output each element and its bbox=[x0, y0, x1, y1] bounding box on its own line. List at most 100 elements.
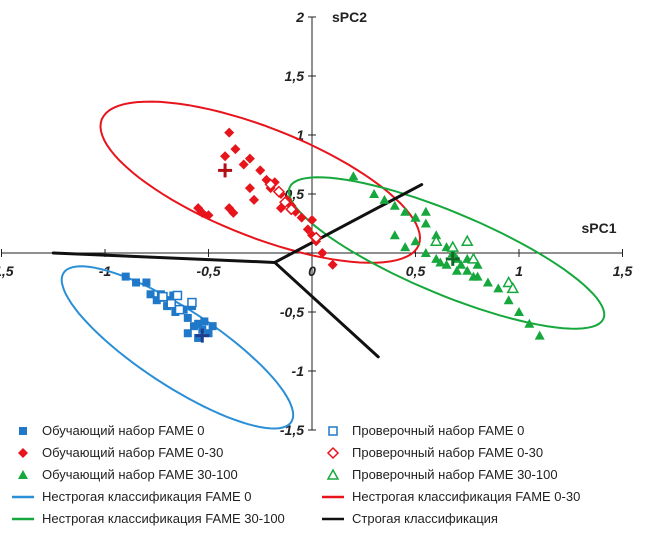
data-point bbox=[389, 230, 400, 240]
series-group bbox=[348, 171, 545, 340]
data-point bbox=[400, 206, 411, 216]
data-point bbox=[482, 277, 493, 287]
series-group bbox=[429, 234, 520, 294]
data-point bbox=[187, 297, 197, 308]
legend-marker bbox=[18, 447, 28, 458]
data-point bbox=[493, 283, 504, 293]
series-group bbox=[264, 178, 323, 244]
legend-marker bbox=[326, 446, 340, 459]
data-point bbox=[249, 194, 260, 205]
data-point bbox=[203, 210, 214, 221]
legend-symbol bbox=[328, 425, 338, 436]
data-point bbox=[166, 298, 176, 309]
x-tick-label: -1,5 bbox=[0, 263, 14, 279]
data-point bbox=[200, 317, 209, 326]
x-tick-label: 1,5 bbox=[613, 263, 633, 279]
data-point bbox=[410, 212, 421, 222]
data-point bbox=[420, 248, 431, 257]
data-point bbox=[420, 206, 431, 216]
legend-item: Обучающий набор FAME 0 bbox=[10, 421, 205, 440]
series-group bbox=[158, 290, 197, 315]
data-point bbox=[244, 183, 255, 194]
data-point bbox=[285, 203, 298, 216]
legend-marker bbox=[18, 469, 28, 479]
data-point bbox=[524, 318, 535, 328]
data-point bbox=[506, 281, 520, 294]
data-point bbox=[228, 207, 239, 218]
data-point bbox=[472, 259, 483, 269]
data-point bbox=[327, 259, 338, 270]
legend-item: Проверочный набор FAME 0-30 bbox=[320, 443, 543, 462]
data-point bbox=[220, 151, 231, 162]
legend-item: Обучающий набор FAME 0-30 bbox=[10, 443, 223, 462]
y-tick-label: 1,5 bbox=[285, 68, 305, 84]
data-point bbox=[451, 265, 462, 275]
data-point bbox=[204, 329, 213, 338]
data-point bbox=[503, 295, 514, 305]
data-point bbox=[379, 194, 390, 204]
data-point bbox=[279, 196, 292, 209]
data-point bbox=[514, 307, 524, 316]
y-tick-label: -0,5 bbox=[280, 304, 304, 320]
x-axis-title: sPC1 bbox=[581, 220, 616, 236]
data-point bbox=[472, 271, 483, 281]
data-point bbox=[190, 322, 199, 331]
data-point bbox=[441, 259, 452, 269]
legend-label: Нестрогая классификация FAME 0 bbox=[42, 489, 252, 504]
legend: Обучающий набор FAME 0 Проверочный набор … bbox=[10, 421, 642, 535]
y-tick-label: -1 bbox=[292, 363, 305, 379]
legend-symbol bbox=[12, 517, 34, 520]
data-point bbox=[183, 313, 192, 322]
legend-item: Проверочный набор FAME 0 bbox=[320, 421, 524, 440]
y-axis-title: sPC2 bbox=[332, 9, 367, 25]
strict-classification-line bbox=[273, 260, 380, 359]
legend-label: Нестрогая классификация FAME 0-30 bbox=[352, 489, 581, 504]
legend-symbol bbox=[12, 495, 34, 498]
data-point bbox=[429, 234, 443, 246]
data-point bbox=[348, 171, 359, 181]
legend-item: Нестрогая классификация FAME 30-100 bbox=[10, 509, 285, 528]
centroid-marker bbox=[445, 251, 460, 266]
legend-marker bbox=[326, 467, 340, 480]
data-point bbox=[272, 185, 285, 198]
data-point bbox=[224, 127, 235, 138]
data-point bbox=[310, 231, 323, 244]
data-point bbox=[467, 252, 480, 264]
data-point bbox=[302, 224, 313, 235]
data-point bbox=[158, 291, 168, 302]
data-point bbox=[389, 200, 400, 210]
series-group bbox=[193, 127, 338, 270]
data-point bbox=[132, 278, 141, 287]
data-point bbox=[502, 275, 515, 288]
data-point bbox=[420, 218, 431, 228]
legend-item: Строгая классификация bbox=[320, 509, 498, 528]
legend-symbol bbox=[322, 495, 344, 498]
legend-label: Нестрогая классификация FAME 30-100 bbox=[42, 511, 285, 526]
legend-label: Обучающий набор FAME 0 bbox=[42, 423, 205, 438]
data-point bbox=[435, 257, 446, 267]
data-point bbox=[400, 242, 411, 252]
data-point bbox=[296, 212, 307, 223]
legend-symbol bbox=[19, 426, 27, 435]
legend-label: Обучающий набор FAME 0-30 bbox=[42, 445, 224, 460]
data-point bbox=[172, 290, 183, 301]
data-point bbox=[121, 272, 130, 281]
x-tick-label: 1 bbox=[515, 263, 523, 279]
legend-label: Проверочный набор FAME 30-100 bbox=[352, 467, 558, 482]
data-point bbox=[230, 144, 241, 155]
data-point bbox=[194, 333, 203, 342]
data-point bbox=[460, 234, 474, 246]
data-point bbox=[534, 330, 545, 340]
data-point bbox=[238, 159, 249, 170]
data-point bbox=[369, 189, 380, 198]
data-point bbox=[183, 329, 192, 338]
legend-item: Проверочный набор FAME 30-100 bbox=[320, 465, 558, 484]
legend-label: Строгая классификация bbox=[352, 511, 498, 526]
y-tick-label: 1 bbox=[296, 127, 304, 143]
data-point bbox=[244, 153, 255, 164]
legend-symbol bbox=[18, 469, 28, 479]
data-point bbox=[307, 214, 317, 225]
legend-symbol bbox=[326, 446, 340, 459]
legend-symbol bbox=[326, 467, 340, 480]
